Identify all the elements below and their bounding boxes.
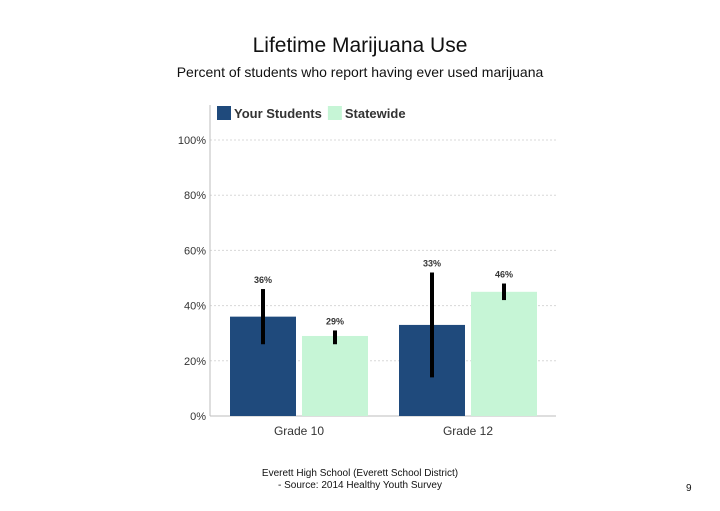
- bar: [302, 335, 368, 416]
- chart-title: Lifetime Marijuana Use: [252, 34, 468, 57]
- bar: [471, 291, 537, 416]
- legend-swatch: [327, 106, 342, 120]
- y-tick-label: 20%: [184, 356, 206, 368]
- chart-subtitle: Percent of students who report having ev…: [176, 64, 544, 80]
- legend-label: Statewide: [345, 106, 406, 121]
- x-category-label: Grade 12: [443, 424, 493, 438]
- page-number: 9: [686, 483, 692, 494]
- data-label: 36%: [254, 275, 272, 285]
- legend-label: Your Students: [234, 106, 322, 121]
- data-label: 29%: [326, 316, 344, 326]
- y-tick-label: 40%: [184, 301, 206, 313]
- y-tick-label: 60%: [184, 245, 206, 257]
- legend-swatch: [217, 106, 231, 120]
- y-tick-label: 0%: [190, 411, 206, 423]
- footer-line-2: - Source: 2014 Healthy Youth Survey: [278, 480, 442, 491]
- data-label: 46%: [495, 270, 513, 280]
- data-label: 33%: [423, 258, 441, 268]
- y-tick-label: 80%: [184, 190, 206, 202]
- footer-source: Everett High School (Everett School Dist…: [230, 468, 490, 492]
- footer-line-1: Everett High School (Everett School Dist…: [261, 468, 459, 479]
- y-tick-label: 100%: [178, 135, 206, 147]
- x-category-label: Grade 10: [274, 424, 324, 438]
